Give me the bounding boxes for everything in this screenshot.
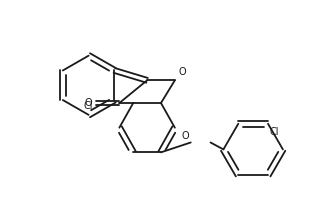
- Text: O: O: [85, 98, 93, 108]
- Text: Cl: Cl: [270, 127, 279, 137]
- Text: O: O: [181, 130, 189, 141]
- Text: Cl: Cl: [84, 101, 93, 111]
- Text: O: O: [179, 67, 186, 77]
